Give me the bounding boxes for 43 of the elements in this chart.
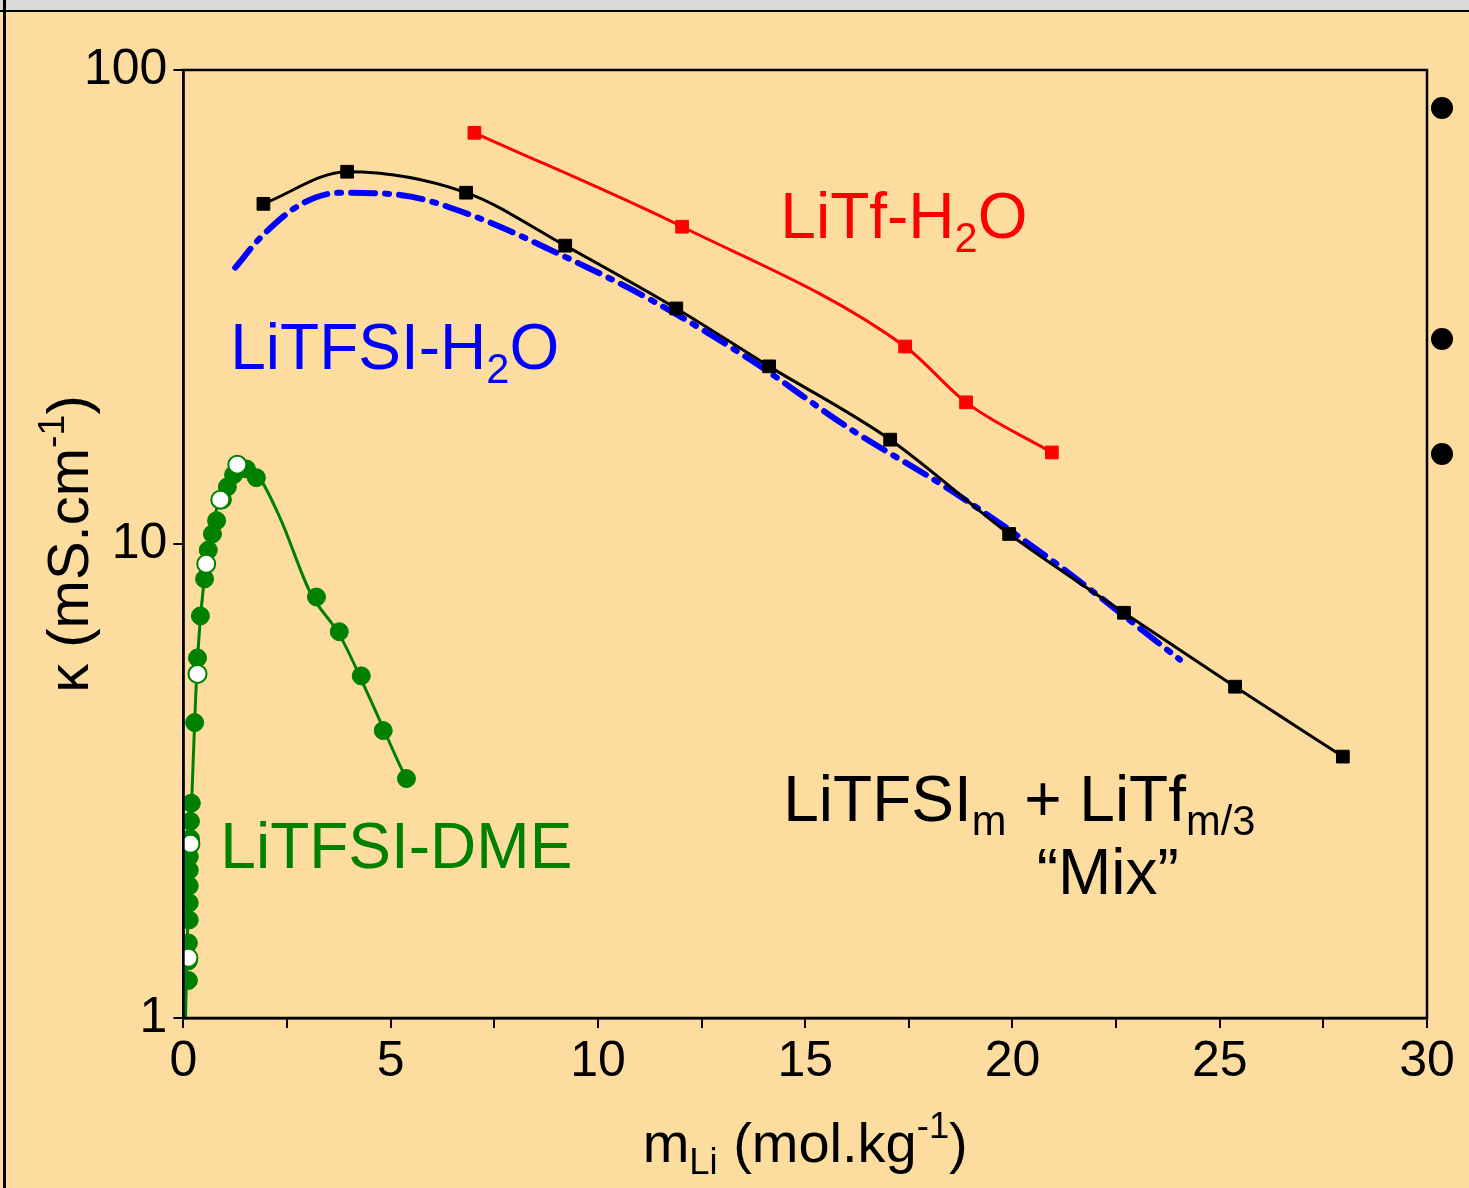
x-tick-label: 30	[1399, 1030, 1455, 1087]
point	[329, 622, 349, 642]
x-tick-label: 5	[376, 1030, 405, 1087]
point	[467, 125, 482, 140]
point	[227, 454, 248, 475]
point	[190, 606, 210, 626]
point	[256, 196, 271, 211]
point	[351, 666, 371, 686]
point	[185, 713, 205, 733]
point	[1117, 605, 1131, 620]
point	[675, 219, 689, 234]
point	[1228, 679, 1242, 694]
point	[340, 164, 355, 179]
point	[459, 185, 473, 200]
point	[669, 301, 684, 316]
x-tick-label: 20	[984, 1030, 1041, 1087]
point	[558, 238, 573, 253]
y-tick-label: 10	[111, 512, 168, 569]
point	[183, 793, 201, 813]
point	[246, 468, 266, 488]
point	[898, 339, 912, 354]
point	[187, 663, 208, 684]
point	[883, 432, 898, 447]
x-tick-label: 10	[570, 1030, 626, 1087]
point	[959, 395, 973, 410]
x-tick-label: 25	[1191, 1030, 1248, 1087]
y-axis-title: κ (mS.cm-1)	[29, 395, 100, 693]
point	[188, 648, 208, 668]
annotation: “Mix”	[1036, 835, 1179, 908]
point	[396, 769, 416, 789]
x-tick-label: 0	[169, 1030, 198, 1087]
point	[1002, 527, 1017, 541]
point	[306, 587, 326, 607]
point	[373, 721, 393, 741]
point	[762, 359, 777, 374]
x-tick-label: 15	[777, 1030, 834, 1087]
point	[196, 553, 217, 574]
point	[1335, 749, 1350, 764]
point	[207, 511, 227, 531]
y-tick-label: 100	[83, 38, 168, 95]
point	[1044, 445, 1059, 460]
series-label: LiTFSI-DME	[220, 810, 573, 883]
y-tick-label: 1	[139, 986, 168, 1043]
